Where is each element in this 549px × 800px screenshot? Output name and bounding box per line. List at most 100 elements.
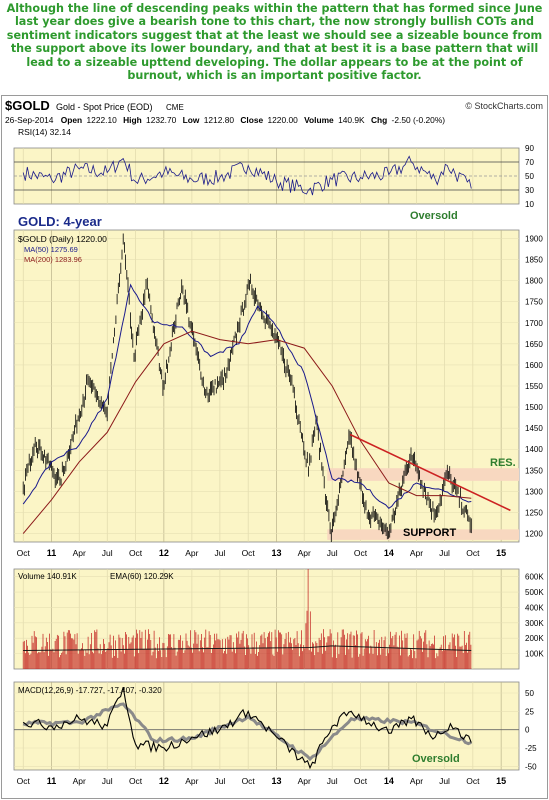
volume-y-tick-label: 300K	[525, 619, 544, 628]
gold-chart: $GOLD Gold - Spot Price (EOD) CME © Stoc…	[1, 95, 548, 799]
x-tick-label-macd: Apr	[298, 776, 311, 786]
macd-panel	[13, 681, 520, 771]
volume-ema-line	[23, 645, 472, 651]
chart-header: $GOLD Gold - Spot Price (EOD) CME © Stoc…	[5, 98, 543, 125]
price-y-tick-label: 1200	[525, 530, 543, 539]
price-y-tick-label: 1600	[525, 361, 543, 370]
volume-y-tick-label: 600K	[525, 573, 544, 582]
price-y-tick-label: 1400	[525, 445, 543, 454]
x-tick-label-price: Apr	[298, 548, 311, 558]
rsi-line	[22, 155, 472, 196]
x-tick-label-price: Oct	[354, 548, 368, 558]
ma50-line	[22, 283, 472, 509]
ema-legend: EMA(60) 120.29K	[110, 572, 174, 581]
price-y-tick-label: 1900	[525, 234, 543, 243]
resistance-label: RES.	[490, 457, 516, 469]
rsi-y-tick-label: 70	[525, 158, 534, 167]
rsi-y-tick-label: 90	[525, 144, 534, 153]
rsi-y-tick-label: 10	[525, 200, 534, 209]
macd-y-tick-label: -50	[525, 762, 537, 771]
instrument-name: Gold - Spot Price (EOD)	[56, 102, 153, 112]
x-tick-label-price: Oct	[242, 548, 256, 558]
volume-y-tick-label: 500K	[525, 588, 544, 597]
rsi-oversold-annotation: Oversold	[410, 210, 458, 222]
price-y-tick-label: 1550	[525, 382, 543, 391]
x-tick-label-price: 13	[271, 548, 281, 558]
x-tick-label-price: Apr	[410, 548, 423, 558]
x-tick-label-macd: Apr	[73, 776, 86, 786]
volume-y-tick-label: 100K	[525, 650, 544, 659]
ma200-line	[22, 330, 472, 534]
volume-legend: Volume 140.91K	[18, 572, 77, 581]
rsi-y-tick-label: 50	[525, 172, 534, 181]
x-tick-label-macd: Oct	[354, 776, 368, 786]
series-layer	[22, 155, 511, 770]
price-y-tick-label: 1500	[525, 403, 543, 412]
x-tick-label-price: Oct	[466, 548, 480, 558]
macd-oversold-annotation: Oversold	[412, 753, 460, 765]
x-tick-label-macd: Jul	[102, 776, 113, 786]
x-tick-label-macd: Jul	[439, 776, 450, 786]
price-legend: $GOLD (Daily) 1220.00	[18, 234, 107, 244]
x-tick-label-macd: Jul	[327, 776, 338, 786]
axis-label-layer: Oct Oct 11 11 Apr Apr Jul Jul Oct Oct 12 12 Apr Apr Ju…	[17, 144, 545, 786]
support-label: SUPPORT	[403, 527, 456, 539]
chart-title: GOLD: 4-year	[18, 214, 102, 229]
x-tick-label-macd: 12	[159, 776, 169, 786]
x-tick-label-macd: Jul	[214, 776, 225, 786]
x-tick-label-price: Apr	[185, 548, 198, 558]
volume-y-tick-label: 400K	[525, 603, 544, 612]
ma200-legend: MA(200) 1283.96	[24, 255, 82, 264]
volume-y-tick-label: 200K	[525, 634, 544, 643]
volume-bars	[22, 569, 472, 669]
price-y-tick-label: 1850	[525, 256, 543, 265]
macd-legend: MACD(12,26,9) -17.727, -17.407, -0.320	[18, 686, 162, 695]
exchange-label: CME	[166, 103, 184, 112]
x-tick-label-price: 14	[384, 548, 394, 558]
macd-signal-line	[22, 702, 472, 762]
x-tick-label-price: Oct	[129, 548, 143, 558]
x-tick-label-macd: Oct	[17, 776, 31, 786]
x-tick-label-price: Oct	[17, 548, 31, 558]
x-tick-label-macd: Apr	[410, 776, 423, 786]
price-y-tick-label: 1450	[525, 424, 543, 433]
macd-y-tick-label: 0	[525, 726, 530, 735]
panel-legends: RSI(14) 32.14 GOLD: 4-year $GOLD (Daily)…	[18, 127, 516, 765]
x-tick-label-price: Jul	[439, 548, 450, 558]
price-y-tick-label: 1350	[525, 466, 543, 475]
support-resistance-bands	[327, 468, 519, 540]
x-tick-label-macd: Oct	[129, 776, 143, 786]
x-tick-label-macd: 13	[271, 776, 281, 786]
x-tick-label-macd: 14	[384, 776, 394, 786]
price-y-tick-label: 1750	[525, 298, 543, 307]
resistance-band	[327, 468, 519, 481]
x-tick-label-price: 15	[496, 548, 506, 558]
x-tick-label-macd: 15	[496, 776, 506, 786]
price-y-tick-label: 1650	[525, 340, 543, 349]
price-y-tick-label: 1300	[525, 487, 543, 496]
x-tick-label-price: Jul	[102, 548, 113, 558]
price-y-tick-label: 1800	[525, 277, 543, 286]
macd-y-tick-label: 25	[525, 707, 534, 716]
macd-y-tick-label: 50	[525, 689, 534, 698]
x-tick-label-price: Jul	[214, 548, 225, 558]
price-y-tick-label: 1700	[525, 319, 543, 328]
x-tick-label-price: Apr	[73, 548, 86, 558]
x-tick-label-macd: 11	[47, 776, 57, 786]
price-y-tick-label: 1250	[525, 508, 543, 517]
x-tick-label-price: Jul	[327, 548, 338, 558]
ohlc-line: 26-Sep-2014 Open 1222.10 High 1232.70 Lo…	[5, 115, 445, 125]
x-tick-label-price: 11	[47, 548, 57, 558]
macd-line	[22, 686, 472, 770]
ma50-legend: MA(50) 1275.69	[24, 245, 78, 254]
rsi-y-tick-label: 30	[525, 186, 534, 195]
commentary-text: Although the line of descending peaks wi…	[6, 2, 543, 83]
x-tick-label-macd: Oct	[466, 776, 480, 786]
resistance-trendline	[349, 433, 511, 512]
x-tick-label-macd: Apr	[185, 776, 198, 786]
ticker-symbol: $GOLD	[5, 98, 50, 113]
x-tick-label-macd: Oct	[242, 776, 256, 786]
rsi-legend: RSI(14) 32.14	[18, 127, 71, 137]
x-tick-label-price: 12	[159, 548, 169, 558]
macd-y-tick-label: -25	[525, 744, 537, 753]
